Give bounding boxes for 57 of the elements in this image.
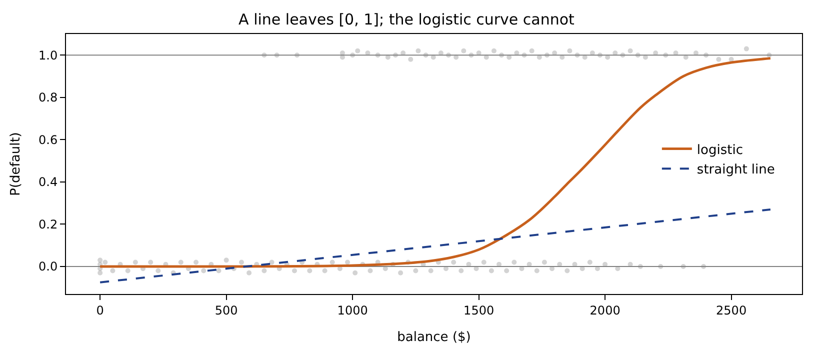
point: [408, 56, 414, 62]
y-axis-title: P(default): [8, 132, 24, 196]
point: [355, 48, 360, 54]
y-tick-label: 0.4: [38, 175, 58, 190]
point: [744, 46, 749, 52]
point: [416, 48, 421, 54]
point: [484, 54, 489, 60]
point: [350, 52, 356, 58]
chart-title: A line leaves [0, 1]; the logistic curve cannot: [238, 10, 575, 29]
x-tick-label: 0: [96, 303, 104, 318]
legend-label: logistic: [696, 142, 743, 158]
point: [423, 52, 428, 58]
point: [506, 54, 512, 60]
point: [605, 54, 610, 60]
point: [544, 52, 550, 58]
point: [567, 48, 572, 54]
x-tick-label: 2500: [716, 303, 747, 318]
point: [468, 52, 474, 58]
y-tick-label: 0.8: [38, 90, 58, 105]
point: [294, 52, 300, 58]
point: [635, 52, 640, 58]
x-tick-label: 2000: [590, 303, 620, 318]
point: [716, 56, 722, 62]
point: [385, 54, 390, 60]
point: [683, 54, 688, 60]
point: [529, 48, 534, 54]
y-tick-label: 0.2: [38, 217, 58, 232]
point: [536, 54, 542, 60]
point: [663, 52, 668, 58]
x-tick-label: 500: [214, 303, 238, 318]
point: [499, 52, 504, 58]
point: [628, 48, 633, 54]
point: [574, 52, 580, 58]
point: [560, 54, 565, 60]
y-tick-label: 0.6: [38, 132, 58, 147]
point: [454, 54, 459, 60]
point: [430, 54, 436, 60]
point: [262, 52, 267, 58]
point: [620, 52, 626, 58]
x-axis-title: balance ($): [397, 330, 471, 345]
y-tick-label: 1.0: [38, 48, 58, 62]
x-tick-label: 1500: [464, 303, 494, 318]
point: [393, 52, 398, 58]
point: [375, 52, 380, 58]
point: [461, 48, 466, 54]
x-tick-label: 1000: [337, 303, 368, 318]
point: [446, 52, 452, 58]
point: [704, 52, 709, 58]
point: [728, 56, 734, 62]
legend-label: straight line: [696, 162, 775, 178]
point: [491, 48, 496, 54]
point: [766, 52, 772, 58]
y-tick-label: 0.0: [38, 260, 58, 274]
point: [522, 52, 527, 58]
point: [598, 52, 603, 58]
point: [582, 54, 588, 60]
point: [274, 52, 280, 58]
